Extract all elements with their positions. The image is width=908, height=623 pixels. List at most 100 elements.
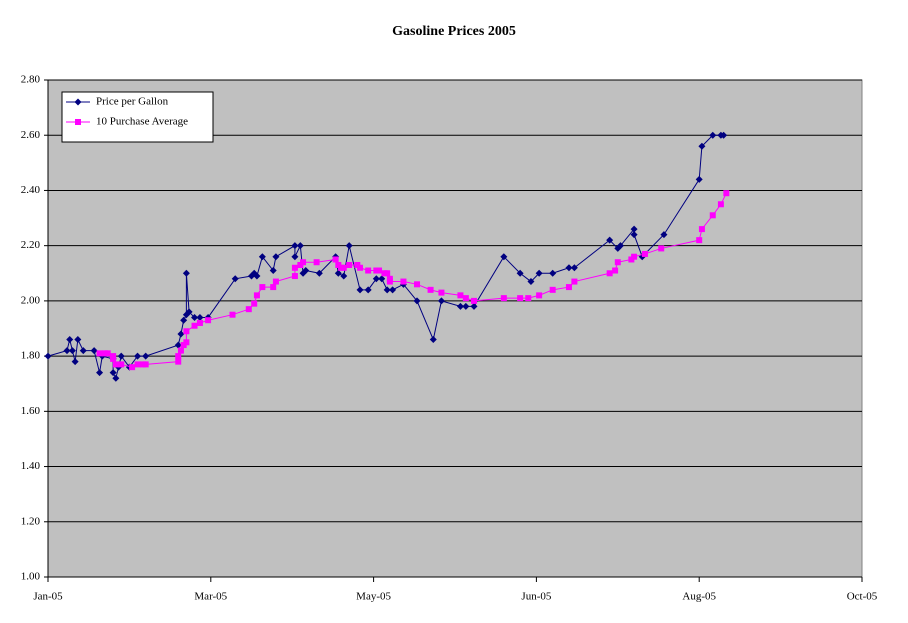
data-point <box>365 267 372 274</box>
data-point <box>66 336 74 344</box>
y-tick-label: 1.20 <box>21 515 41 527</box>
data-point <box>296 242 304 250</box>
y-tick-label: 1.00 <box>21 571 41 583</box>
data-point <box>549 269 557 277</box>
data-point <box>437 297 445 305</box>
data-point <box>196 313 204 321</box>
data-point <box>270 284 277 291</box>
data-point <box>129 364 136 371</box>
data-point <box>527 278 535 286</box>
data-point <box>345 242 353 250</box>
data-point <box>525 295 532 302</box>
data-point <box>90 347 98 355</box>
data-point <box>516 269 524 277</box>
data-point <box>253 292 260 299</box>
data-point <box>291 264 298 271</box>
data-point <box>196 319 203 326</box>
data-point <box>117 352 125 360</box>
data-point <box>535 269 543 277</box>
data-point <box>68 347 76 355</box>
y-tick-label: 1.40 <box>21 460 41 472</box>
data-point <box>536 292 543 299</box>
data-point <box>251 300 258 307</box>
data-point <box>570 264 578 272</box>
data-point <box>462 295 469 302</box>
data-point <box>470 297 477 304</box>
data-point <box>96 350 103 357</box>
x-tick-label: Aug-05 <box>682 591 716 603</box>
data-point <box>183 339 190 346</box>
data-point <box>258 253 266 261</box>
data-point <box>104 350 111 357</box>
x-tick-label: Jan-05 <box>33 591 63 603</box>
data-point <box>300 259 307 266</box>
data-point <box>660 231 668 239</box>
data-point <box>253 272 261 280</box>
data-point <box>175 358 182 365</box>
data-point <box>438 289 445 296</box>
legend-marker <box>74 98 82 106</box>
data-point <box>641 250 648 257</box>
data-point <box>617 242 625 250</box>
data-point <box>456 302 464 310</box>
data-point <box>717 201 724 208</box>
data-point <box>709 212 716 219</box>
data-point <box>470 302 478 310</box>
legend-label: Price per Gallon <box>96 96 169 108</box>
data-point <box>340 264 347 271</box>
legend: Price per Gallon 10 Purchase Average <box>61 91 214 143</box>
data-point <box>79 347 87 355</box>
data-point <box>272 253 280 261</box>
legend-label: 10 Purchase Average <box>96 116 188 128</box>
data-point <box>698 142 706 150</box>
x-tick-label: Oct-05 <box>847 591 878 603</box>
plot-area <box>47 79 863 578</box>
data-point <box>720 131 728 139</box>
data-point <box>177 330 185 338</box>
data-point <box>112 374 120 382</box>
data-point <box>517 295 524 302</box>
data-point <box>386 278 393 285</box>
data-point <box>372 275 380 283</box>
data-point <box>291 253 299 261</box>
y-tick-label: 2.00 <box>21 294 41 306</box>
data-point <box>109 369 117 377</box>
data-point <box>383 286 391 294</box>
data-point <box>175 353 182 360</box>
data-point <box>364 286 372 294</box>
data-point <box>259 284 266 291</box>
data-point <box>229 311 236 318</box>
data-point <box>658 245 665 252</box>
data-point <box>414 281 421 288</box>
y-tick-label: 2.20 <box>21 239 41 251</box>
data-point <box>96 369 104 377</box>
data-point <box>606 270 613 277</box>
data-point <box>612 267 619 274</box>
x-tick-label: Mar-05 <box>194 591 227 603</box>
data-point <box>63 347 71 355</box>
data-point <box>332 256 339 263</box>
data-point <box>630 231 638 239</box>
data-point <box>71 358 79 366</box>
data-point <box>457 292 464 299</box>
data-point <box>315 269 323 277</box>
data-point <box>462 302 470 310</box>
data-point <box>346 261 353 268</box>
data-point <box>110 355 117 362</box>
y-tick-label: 2.40 <box>21 184 41 196</box>
data-point <box>272 278 279 285</box>
data-point <box>245 306 252 313</box>
data-point <box>698 226 705 233</box>
data-point <box>565 284 572 291</box>
y-tick-label: 1.60 <box>21 405 41 417</box>
y-tick-label: 2.60 <box>21 129 41 141</box>
data-point <box>571 278 578 285</box>
data-point <box>631 253 638 260</box>
data-point <box>500 253 508 261</box>
data-point <box>427 286 434 293</box>
data-point <box>191 322 198 329</box>
data-point <box>695 175 703 183</box>
data-point <box>142 361 149 368</box>
